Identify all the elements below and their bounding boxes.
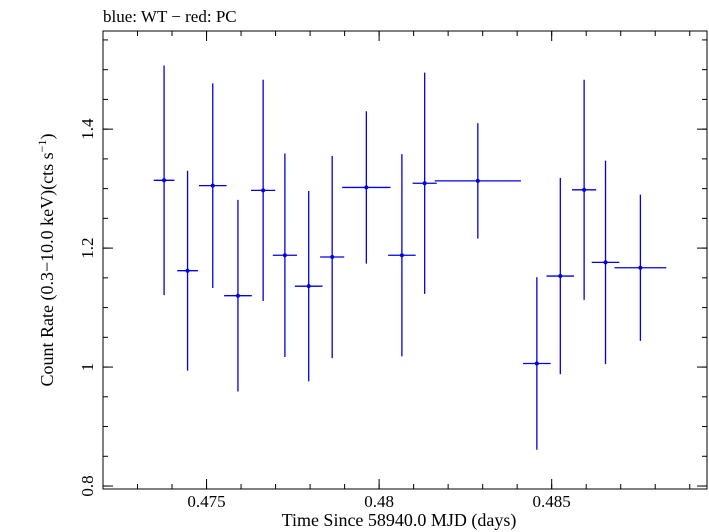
data-point (412, 72, 437, 294)
data-marker (162, 178, 167, 183)
axis-ticks (102, 31, 707, 489)
data-marker (603, 260, 608, 265)
x-tick-labels: 0.475 0.48 0.485 (187, 492, 570, 511)
data-marker (282, 253, 287, 258)
x-axis-label: Time Since 58940.0 MJD (days) (282, 510, 517, 531)
y-tick-label: 1.2 (78, 237, 97, 258)
data-point (591, 160, 620, 365)
y-axis-label-main: Count Rate (0.3−10.0 keV)(cts s (37, 152, 58, 386)
data-marker (235, 293, 240, 298)
y-tick-labels: 0.8 1 1.2 1.4 (78, 118, 97, 497)
data-marker (330, 255, 335, 260)
data-point (434, 123, 521, 239)
data-marker (210, 183, 215, 188)
data-point (342, 111, 391, 264)
x-tick-label: 0.48 (364, 492, 394, 511)
chart-title: blue: WT − red: PC (103, 7, 237, 26)
data-point (614, 194, 667, 341)
y-axis-label: Count Rate (0.3−10.0 keV)(cts s−1) (35, 134, 58, 387)
data-marker (475, 178, 480, 183)
data-point (153, 65, 175, 296)
data-point (572, 79, 597, 300)
data-point (251, 79, 276, 302)
data-point (523, 277, 551, 450)
x-tick-label: 0.475 (187, 492, 225, 511)
plot-frame (102, 30, 708, 490)
data-marker (638, 265, 643, 270)
y-axis-label-exponent: −1 (35, 140, 49, 153)
data-marker (534, 361, 539, 366)
data-point (177, 170, 198, 371)
data-marker (185, 268, 190, 273)
data-point (224, 199, 252, 392)
data-points (153, 65, 667, 450)
data-marker (306, 284, 311, 289)
data-point (294, 191, 323, 382)
data-point (546, 177, 575, 375)
data-marker (558, 274, 563, 279)
data-marker (422, 181, 427, 186)
data-marker (364, 185, 369, 190)
y-tick-label: 1 (78, 363, 97, 372)
y-tick-label: 1.4 (78, 118, 97, 140)
data-marker (261, 188, 266, 193)
data-point (198, 83, 227, 288)
y-tick-label: 0.8 (78, 475, 97, 496)
y-axis-label-close: ) (37, 134, 58, 140)
data-marker (582, 187, 587, 192)
data-marker (399, 253, 404, 258)
data-point (272, 153, 297, 357)
x-tick-label: 0.485 (533, 492, 571, 511)
data-point (320, 155, 345, 359)
data-point (388, 154, 416, 357)
